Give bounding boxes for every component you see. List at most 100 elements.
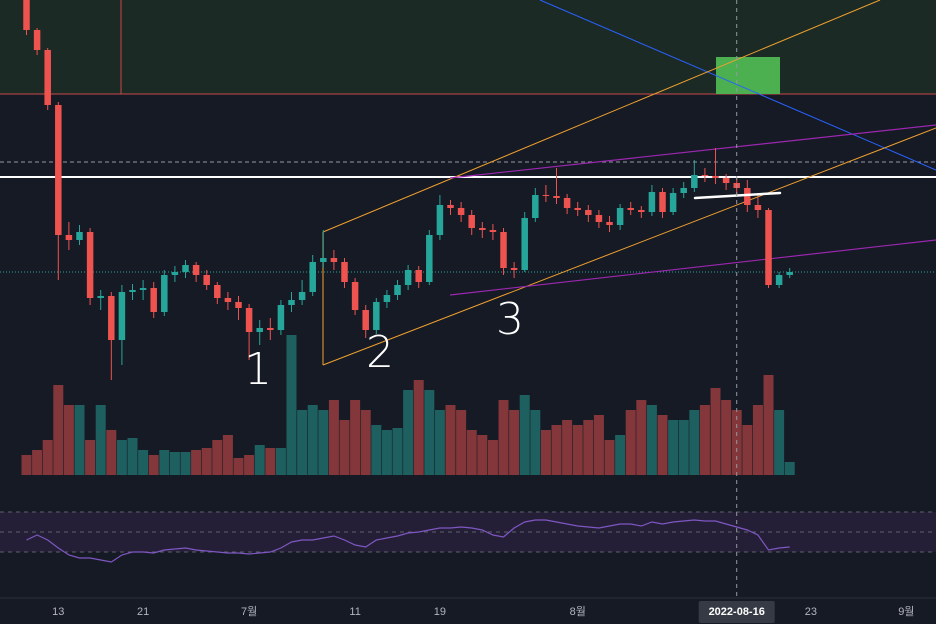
candle-body	[245, 308, 253, 332]
volume-bar	[265, 448, 276, 475]
volume-bar	[381, 430, 392, 475]
candle-body	[595, 215, 603, 222]
candle-body	[118, 292, 126, 340]
candle-body	[288, 300, 295, 305]
volume-bar	[678, 420, 689, 475]
candle-body	[563, 198, 571, 208]
rsi-line	[26, 519, 790, 563]
volume-bar	[625, 410, 636, 475]
volume-bar	[498, 400, 509, 475]
volume-bar	[360, 410, 371, 475]
volume-bar	[233, 458, 244, 475]
candle-body	[489, 230, 497, 232]
candle-body	[394, 285, 401, 295]
volume-bar	[180, 452, 191, 475]
volume-bar	[699, 405, 710, 475]
volume-bar	[328, 400, 339, 475]
volume-bar	[562, 420, 573, 475]
trend-line	[449, 239, 936, 296]
candle-body	[722, 178, 730, 183]
x-tick-label: 23	[805, 606, 817, 618]
volume-bar	[53, 385, 64, 475]
volume-bar	[742, 425, 753, 475]
candle-body	[553, 196, 560, 198]
volume-bar	[307, 405, 318, 475]
volume-bar	[689, 410, 700, 475]
volume-bar	[32, 450, 43, 475]
channel-line	[322, 0, 881, 233]
volume-bar	[106, 430, 117, 475]
volume-bar	[668, 420, 679, 475]
candle-body	[235, 302, 242, 308]
candle-body	[775, 275, 783, 285]
volume-bar	[583, 420, 594, 475]
candle-body	[510, 268, 518, 270]
candle-body	[362, 310, 369, 330]
candle-body	[203, 275, 210, 285]
candle-body	[436, 205, 444, 235]
volume-bar	[710, 388, 721, 475]
candle-body	[161, 275, 168, 312]
x-tick-label: 19	[434, 606, 446, 618]
candle-body	[320, 258, 327, 262]
candle-body	[648, 192, 656, 212]
candle-body	[192, 265, 200, 275]
candle-body	[171, 272, 179, 275]
volume-bar	[445, 405, 456, 475]
candle-body	[468, 215, 475, 228]
volume-bar	[540, 430, 551, 475]
candle-body	[129, 290, 136, 292]
x-tick-label: 7월	[241, 605, 257, 618]
volume-bar	[275, 448, 286, 475]
candle-body	[373, 302, 380, 330]
candle-body	[298, 292, 306, 300]
volume-bar	[74, 405, 85, 475]
candle-body	[86, 232, 94, 298]
volume-bar	[85, 440, 96, 475]
volume-bar	[487, 440, 498, 475]
candle-body	[97, 296, 104, 298]
candle-body	[659, 192, 666, 212]
x-tick-label: 13	[52, 606, 64, 618]
trend-line	[449, 124, 936, 179]
volume-bar	[403, 390, 414, 475]
volume-bar	[191, 450, 202, 475]
volume-bar	[286, 335, 297, 475]
candle-body	[479, 228, 486, 230]
volume-bar	[169, 452, 180, 475]
drawn-line	[693, 191, 782, 200]
candle-body	[765, 210, 772, 285]
candle-body	[23, 0, 30, 30]
channel-line	[322, 127, 936, 366]
x-tick-label: 9월	[898, 605, 914, 618]
volume-bar	[466, 430, 477, 475]
volume-bar	[784, 462, 795, 475]
volume-bar	[222, 435, 233, 475]
volume-bar	[615, 435, 626, 475]
candle-body	[267, 328, 274, 330]
x-tick-label: 21	[137, 606, 149, 618]
candle-body	[277, 305, 285, 330]
annotation: 2	[366, 327, 394, 378]
candle-body	[627, 208, 634, 210]
candle-body	[585, 210, 592, 215]
candle-body	[150, 288, 157, 312]
volume-bar	[763, 375, 774, 475]
volume-bar	[254, 445, 265, 475]
candle-body	[55, 105, 62, 235]
volume-bar	[413, 380, 424, 475]
candle-body	[341, 262, 348, 282]
volume-bar	[95, 405, 106, 475]
candle-body	[351, 282, 359, 310]
volume-bar	[201, 448, 212, 475]
volume-bar	[657, 415, 668, 475]
volume-bar	[212, 440, 223, 475]
volume-bar	[244, 455, 255, 475]
candle-body	[606, 222, 613, 225]
x-tick-label: 8월	[570, 605, 586, 618]
candle-body	[404, 270, 412, 285]
volume-bar	[721, 400, 732, 475]
candle-body	[415, 270, 422, 282]
volume-bar	[21, 455, 32, 475]
